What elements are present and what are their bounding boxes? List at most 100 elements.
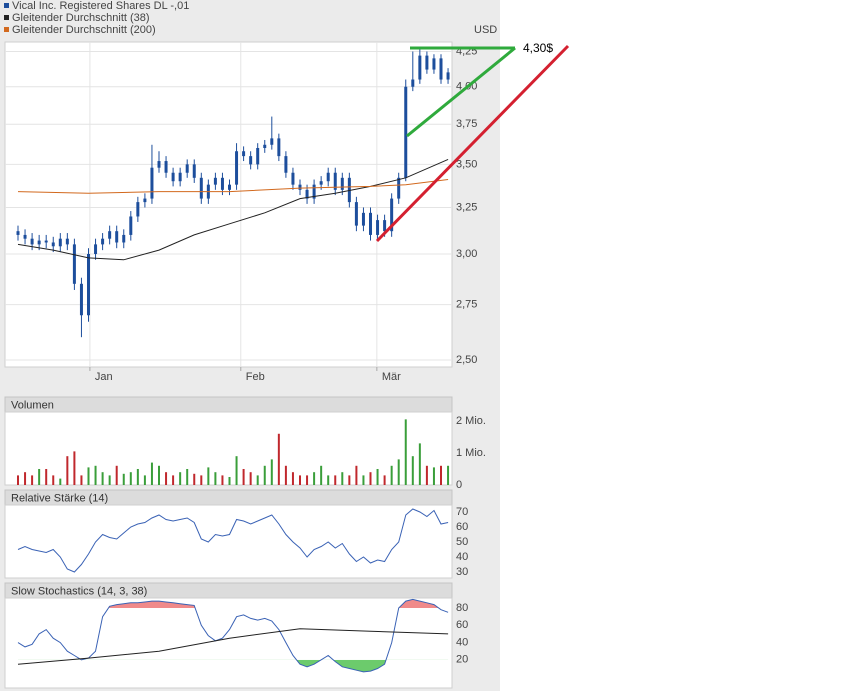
volume-bar (369, 472, 372, 485)
candle-body (185, 164, 189, 173)
y-tick-label: 3,75 (456, 118, 477, 130)
candle-body (340, 177, 344, 190)
candle-body (115, 231, 119, 243)
annotation-line (375, 44, 570, 243)
y-tick-label: 2,50 (456, 354, 477, 366)
x-tick-label: Jan (95, 371, 113, 383)
volume-bar (172, 475, 175, 485)
panel-title: Relative Stärke (14) (11, 492, 108, 504)
candle-body (263, 144, 267, 148)
volume-bar (200, 475, 203, 485)
line-series (17, 179, 449, 194)
volume-bar (45, 468, 48, 485)
y-tick-label: 20 (456, 654, 468, 666)
volume-bar (73, 451, 76, 485)
line-series (17, 598, 449, 673)
annotation-text: 4,30$ (523, 41, 553, 55)
overbought-shading (17, 599, 449, 609)
annotation-line (406, 46, 516, 138)
volume-bar (432, 467, 435, 485)
y-tick-label: 2 Mio. (456, 415, 486, 427)
candle-body (65, 238, 69, 245)
candle-body (79, 283, 83, 316)
volume-bar (341, 472, 344, 485)
volume-bar (165, 472, 168, 485)
volume-bar (425, 465, 428, 485)
volume-bar (31, 475, 34, 485)
candle-body (235, 151, 239, 185)
candle-body (397, 177, 401, 199)
y-tick-label: 30 (456, 566, 468, 578)
candle-body (58, 238, 62, 247)
volume-bar (242, 468, 245, 485)
candle-body (249, 156, 253, 165)
candle-body (404, 86, 408, 178)
candle-body (319, 181, 323, 185)
volume-bar (186, 468, 189, 485)
candle-body (164, 161, 168, 173)
volume-bar (249, 472, 252, 485)
y-tick-label: 2,75 (456, 298, 477, 310)
panel-title: Volumen (11, 399, 54, 411)
y-axis-label: USD (474, 24, 497, 36)
y-tick-label: 40 (456, 551, 468, 563)
legend-swatch (4, 15, 9, 20)
line-series (17, 628, 449, 665)
candle-body (199, 177, 203, 199)
candle-body (171, 172, 175, 182)
plot-area (4, 411, 453, 486)
volume-bar (157, 465, 160, 485)
volume-bar (348, 475, 351, 485)
candle-body (383, 220, 387, 232)
volume-bar (277, 433, 280, 485)
volume-bar (38, 468, 41, 485)
legend-label: Gleitender Durchschnitt (200) (12, 24, 156, 36)
plot-area (4, 504, 453, 579)
y-tick-label: 3,50 (456, 158, 477, 170)
volume-bar (404, 419, 407, 485)
volume-bar (299, 475, 302, 485)
candle-body (369, 212, 373, 235)
candle-body (23, 234, 27, 239)
volume-bar (179, 472, 182, 485)
x-tick-label: Mär (382, 371, 401, 383)
candle-body (270, 138, 274, 145)
volume-bar (108, 475, 111, 485)
volume-bar (390, 465, 393, 485)
volume-bar (59, 478, 62, 485)
volume-bar (284, 465, 287, 485)
candle-body (432, 58, 436, 70)
volume-bar (313, 472, 316, 485)
line-series (17, 508, 449, 573)
volume-bar (440, 465, 443, 485)
candle-body (129, 216, 133, 235)
y-tick-label: 70 (456, 506, 468, 518)
volume-bar (80, 475, 83, 485)
candle-body (425, 55, 429, 70)
volume-bar (411, 456, 414, 485)
candle-body (213, 177, 217, 185)
candle-body (284, 156, 288, 173)
candle-body (122, 234, 126, 243)
y-tick-label: 60 (456, 619, 468, 631)
candle-body (242, 151, 246, 157)
volume-bar (263, 465, 266, 485)
panel-header (4, 396, 453, 413)
y-tick-label: 40 (456, 636, 468, 648)
volume-bar (355, 465, 358, 485)
y-tick-label: 50 (456, 536, 468, 548)
candle-body (305, 189, 309, 199)
plot-layer: 2,502,753,003,253,503,754,004,25JanFebMä… (4, 0, 486, 689)
legend-label: Vical Inc. Registered Shares DL -,01 (12, 0, 189, 12)
volume-bar (235, 456, 238, 485)
volume-bar (193, 473, 196, 485)
volume-bar (87, 467, 90, 485)
candle-body (439, 58, 443, 80)
y-tick-label: 1 Mio. (456, 447, 486, 459)
candle-body (361, 212, 365, 226)
oversold-shading (17, 659, 449, 672)
volume-bar (66, 456, 69, 485)
candle-body (333, 172, 337, 190)
volume-bar (129, 472, 132, 485)
